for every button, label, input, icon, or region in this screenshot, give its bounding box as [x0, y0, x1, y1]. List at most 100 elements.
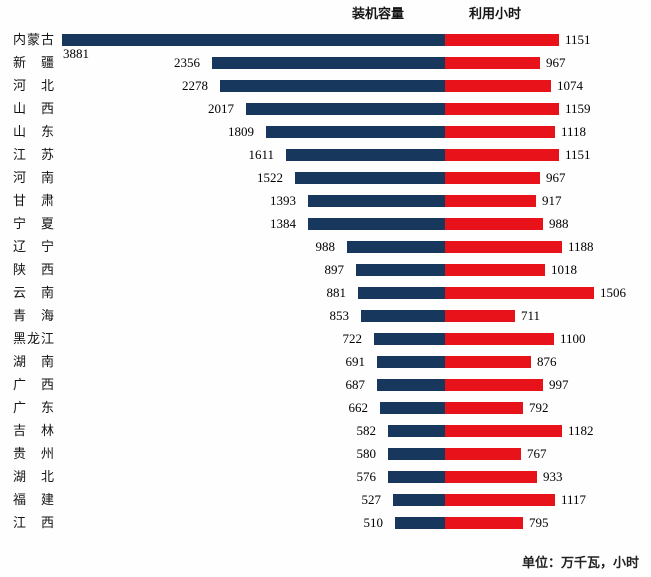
province-label: 江西 — [13, 515, 54, 530]
capacity-bar — [388, 425, 445, 437]
hours-bar — [445, 126, 555, 138]
legend-hours-label: 利用小时 — [469, 6, 522, 21]
capacity-bar — [358, 287, 445, 299]
hours-bar — [445, 34, 559, 46]
hours-bar — [445, 333, 554, 345]
capacity-value: 576 — [356, 469, 377, 484]
chart-row: 辽宁 988 1188 — [0, 239, 651, 264]
capacity-bar — [395, 517, 445, 529]
capacity-value: 2017 — [208, 101, 234, 116]
hours-value: 1100 — [560, 331, 586, 346]
hours-value: 988 — [549, 216, 569, 231]
province-label: 山西 — [13, 101, 54, 116]
hours-value: 1182 — [568, 423, 594, 438]
province-label: 广东 — [13, 400, 54, 415]
capacity-value: 510 — [363, 515, 384, 530]
capacity-value: 897 — [324, 262, 345, 277]
capacity-bar — [388, 471, 445, 483]
capacity-value: 2278 — [182, 78, 208, 93]
province-label: 山东 — [13, 124, 54, 139]
hours-bar — [445, 241, 562, 253]
hours-value: 997 — [549, 377, 569, 392]
chart-row: 湖南 691 876 — [0, 354, 651, 379]
province-label: 青海 — [13, 308, 54, 323]
hours-bar — [445, 402, 523, 414]
hours-value: 711 — [521, 308, 541, 323]
capacity-value: 1384 — [270, 216, 296, 231]
capacity-value: 691 — [345, 354, 366, 369]
chart-row: 河南 1522 967 — [0, 170, 651, 195]
capacity-bar — [295, 172, 445, 184]
hours-value: 917 — [542, 193, 562, 208]
chart-row: 湖北 576 933 — [0, 469, 651, 494]
capacity-bar — [246, 103, 445, 115]
province-label: 内蒙古 — [13, 32, 54, 47]
chart-row: 江苏 1611 1151 — [0, 147, 651, 172]
capacity-bar — [212, 57, 445, 69]
hours-value: 1074 — [557, 78, 583, 93]
capacity-value: 580 — [356, 446, 377, 461]
capacity-bar — [220, 80, 445, 92]
capacity-value: 1522 — [257, 170, 283, 185]
chart-row: 贵州 580 767 — [0, 446, 651, 471]
capacity-bar — [266, 126, 445, 138]
capacity-bar — [308, 218, 445, 230]
capacity-value: 853 — [329, 308, 350, 323]
capacity-bar — [308, 195, 445, 207]
hours-value: 1018 — [551, 262, 577, 277]
unit-note: 单位：万千瓦，小时 — [521, 555, 639, 570]
hours-value: 967 — [546, 170, 566, 185]
capacity-bar — [374, 333, 445, 345]
capacity-value: 1809 — [228, 124, 254, 139]
capacity-bar — [347, 241, 445, 253]
hours-bar — [445, 195, 536, 207]
capacity-value: 988 — [315, 239, 336, 254]
hours-bar — [445, 448, 521, 460]
province-label: 黑龙江 — [13, 331, 54, 346]
capacity-value: 881 — [326, 285, 347, 300]
hours-bar — [445, 57, 540, 69]
province-label: 河南 — [13, 170, 54, 185]
hours-bar — [445, 80, 551, 92]
hours-bar — [445, 494, 555, 506]
hours-value: 1117 — [561, 492, 587, 507]
chart-row: 河北 2278 1074 — [0, 78, 651, 103]
hours-bar — [445, 517, 523, 529]
hours-value: 1118 — [561, 124, 587, 139]
hours-value: 767 — [527, 446, 547, 461]
hours-value: 1188 — [568, 239, 594, 254]
capacity-bar — [380, 402, 445, 414]
chart-row: 新疆 2356 967 — [0, 55, 651, 80]
capacity-bar — [393, 494, 445, 506]
capacity-bar — [356, 264, 445, 276]
hours-bar — [445, 149, 559, 161]
province-label: 甘肃 — [13, 193, 54, 208]
hours-bar — [445, 356, 531, 368]
capacity-value: 582 — [356, 423, 377, 438]
capacity-bar — [377, 356, 445, 368]
province-label: 宁夏 — [13, 216, 54, 231]
chart-row: 宁夏 1384 988 — [0, 216, 651, 241]
hours-value: 1151 — [565, 147, 591, 162]
hours-value: 1159 — [565, 101, 591, 116]
hours-bar — [445, 287, 594, 299]
capacity-value: 687 — [345, 377, 366, 392]
province-label: 新疆 — [13, 55, 54, 70]
hours-value: 876 — [537, 354, 557, 369]
hours-bar — [445, 310, 515, 322]
province-label: 湖北 — [13, 469, 54, 484]
capacity-bar — [377, 379, 445, 391]
hours-value: 967 — [546, 55, 566, 70]
province-label: 吉林 — [13, 423, 54, 438]
chart-row: 云南 881 1506 — [0, 285, 651, 310]
capacity-bar — [62, 34, 445, 46]
capacity-value: 3881 — [63, 46, 89, 61]
chart-row: 吉林 582 1182 — [0, 423, 651, 448]
capacity-bar — [361, 310, 445, 322]
chart-row: 黑龙江 722 1100 — [0, 331, 651, 356]
chart-row: 山东 1809 1118 — [0, 124, 651, 149]
hours-value: 1151 — [565, 32, 591, 47]
province-label: 贵州 — [13, 446, 54, 461]
capacity-value: 1393 — [270, 193, 296, 208]
